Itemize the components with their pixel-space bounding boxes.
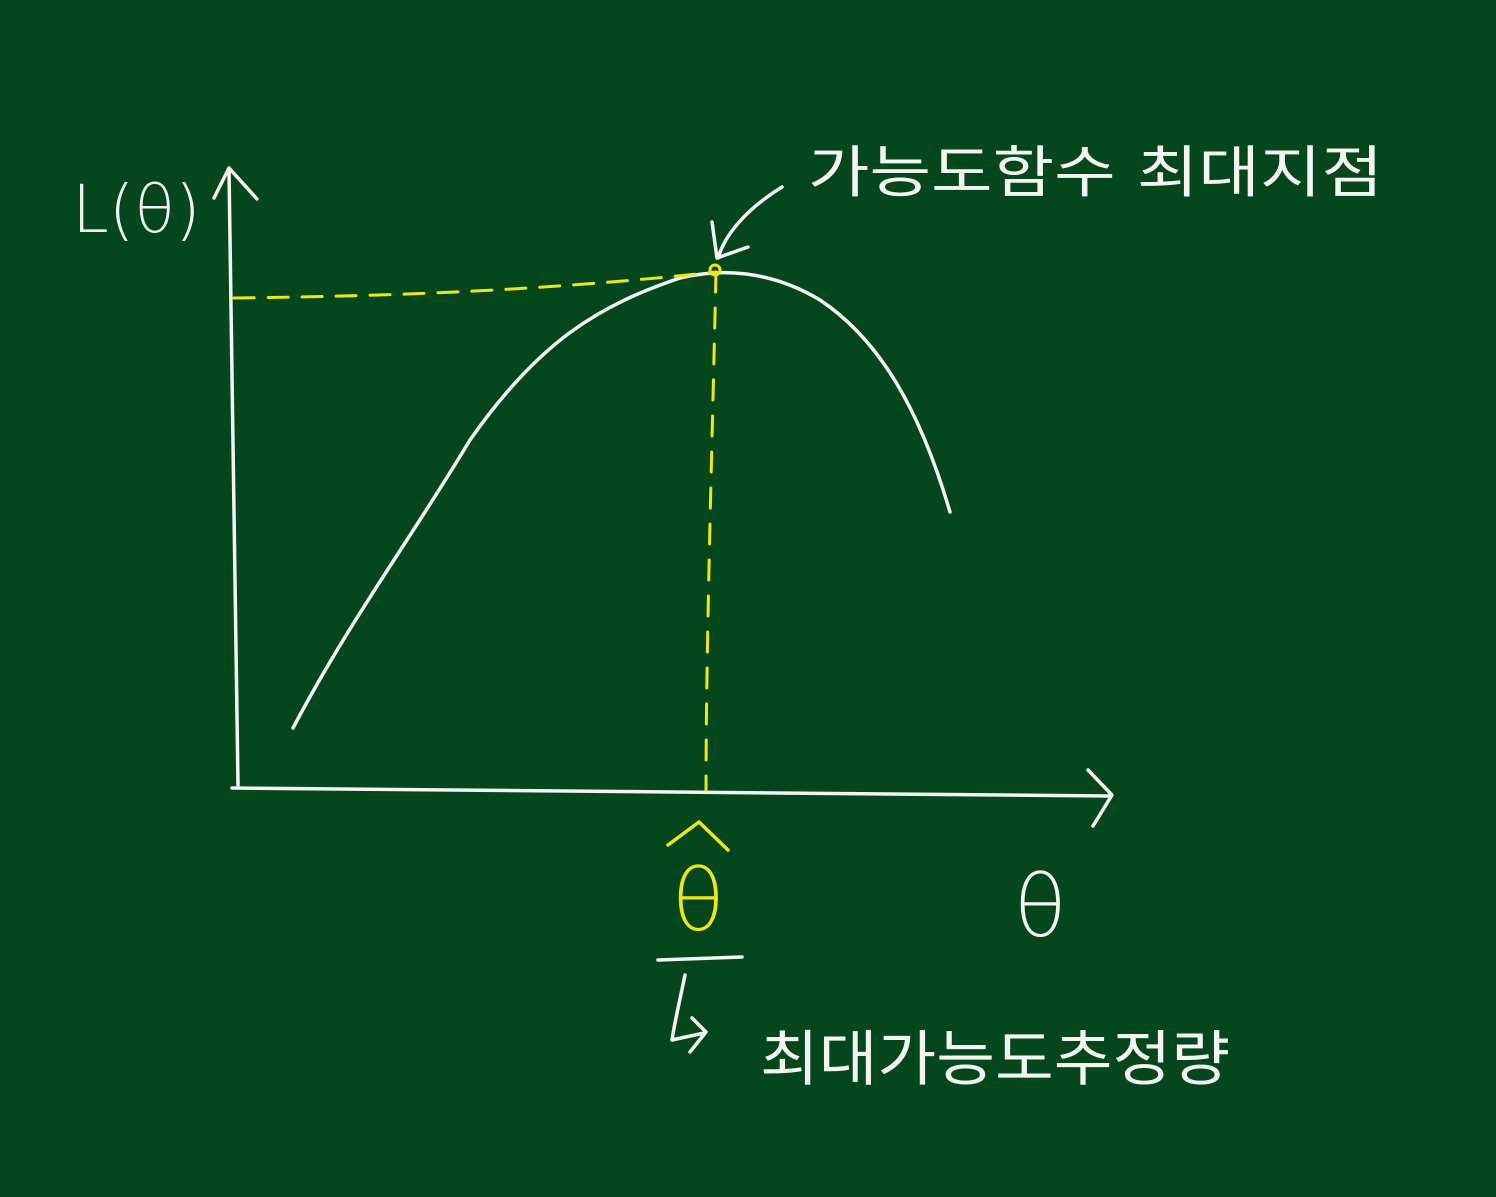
mle-bracket-arrow	[670, 973, 708, 1054]
theta-hat-caret	[666, 820, 730, 852]
y-axis-line	[227, 168, 240, 787]
x-axis-label: θ	[1014, 857, 1067, 957]
y-axis-label: L(θ)	[72, 171, 201, 248]
mle-annotation-label: 최대가능도추정량	[760, 1025, 1230, 1095]
mle-theta-symbol: θ	[672, 851, 725, 951]
mle-dashed-line	[704, 270, 718, 792]
maximum-point	[708, 263, 722, 277]
annotation-arrow-line	[716, 185, 784, 260]
mle-bracket	[656, 955, 744, 962]
x-axis-arrowhead	[1086, 768, 1114, 828]
max-likelihood-dashed-line	[232, 270, 718, 300]
likelihood-curve	[291, 270, 952, 730]
peak-annotation-label: 가능도함수 최대지점	[808, 141, 1383, 206]
annotation-arrowhead	[710, 220, 750, 260]
y-axis-arrowhead	[212, 166, 259, 201]
x-axis-line	[230, 786, 1112, 798]
